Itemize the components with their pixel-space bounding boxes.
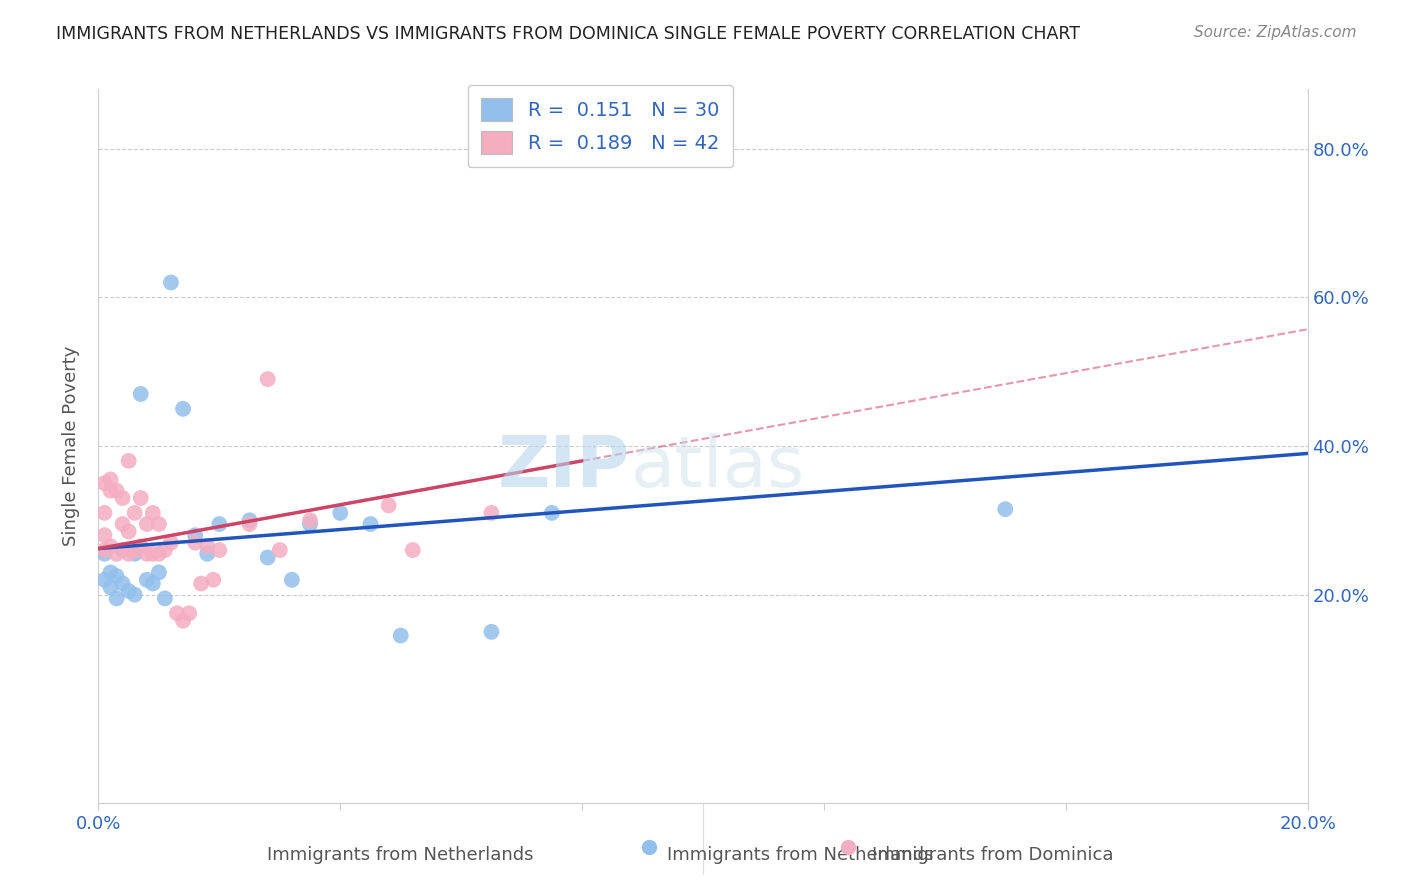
Point	[402, 543, 425, 558]
Point	[93, 547, 115, 561]
Point	[93, 543, 115, 558]
Point	[135, 547, 157, 561]
Point	[208, 543, 231, 558]
Point	[124, 588, 146, 602]
Point	[269, 543, 291, 558]
Y-axis label: Single Female Poverty: Single Female Poverty	[62, 346, 80, 546]
Point	[100, 472, 122, 486]
Point	[190, 576, 212, 591]
Text: Immigrants from Netherlands: Immigrants from Netherlands	[666, 846, 934, 863]
Point	[93, 506, 115, 520]
Point	[105, 569, 128, 583]
Point	[195, 547, 218, 561]
Point	[105, 547, 128, 561]
Point	[389, 628, 412, 642]
Text: IMMIGRANTS FROM NETHERLANDS VS IMMIGRANTS FROM DOMINICA SINGLE FEMALE POVERTY CO: IMMIGRANTS FROM NETHERLANDS VS IMMIGRANT…	[56, 25, 1080, 43]
Point	[129, 387, 152, 401]
Point	[124, 547, 146, 561]
Point	[256, 372, 278, 386]
Point	[179, 607, 201, 621]
Point	[239, 516, 262, 531]
Point	[540, 506, 562, 520]
Point	[148, 547, 170, 561]
Point	[481, 624, 503, 639]
Point	[118, 454, 141, 468]
Point	[105, 591, 128, 606]
Point	[148, 516, 170, 531]
Text: Immigrants from Netherlands: Immigrants from Netherlands	[267, 846, 534, 863]
Point	[142, 506, 165, 520]
Point	[160, 535, 183, 549]
Point	[481, 506, 503, 520]
Point	[118, 583, 141, 598]
Point	[148, 566, 170, 580]
Point	[100, 483, 122, 498]
Point	[93, 476, 115, 491]
Point	[184, 528, 207, 542]
Point	[129, 491, 152, 505]
Legend: R =  0.151   N = 30, R =  0.189   N = 42: R = 0.151 N = 30, R = 0.189 N = 42	[468, 85, 733, 168]
Point	[172, 614, 194, 628]
Point	[111, 491, 134, 505]
Point	[129, 539, 152, 553]
Point	[142, 547, 165, 561]
Point	[153, 591, 176, 606]
Point	[105, 483, 128, 498]
Point	[239, 513, 262, 527]
Point	[160, 276, 183, 290]
Point	[118, 547, 141, 561]
Point	[118, 524, 141, 539]
Point	[124, 543, 146, 558]
Text: Immigrants from Dominica: Immigrants from Dominica	[872, 846, 1114, 863]
Point	[111, 576, 134, 591]
Point	[135, 573, 157, 587]
Point	[360, 516, 382, 531]
Point	[329, 506, 352, 520]
Point	[299, 516, 322, 531]
Point	[202, 573, 225, 587]
Point	[93, 573, 115, 587]
Point	[93, 528, 115, 542]
Point	[195, 539, 218, 553]
Text: atlas: atlas	[630, 433, 804, 502]
Point	[166, 607, 188, 621]
Point	[111, 543, 134, 558]
Point	[256, 550, 278, 565]
Point	[100, 539, 122, 553]
Point	[281, 573, 304, 587]
Text: ZIP: ZIP	[498, 433, 630, 502]
Point	[172, 401, 194, 416]
Point	[994, 502, 1017, 516]
Point	[111, 516, 134, 531]
Point	[124, 506, 146, 520]
Point	[142, 576, 165, 591]
Point	[184, 535, 207, 549]
Point	[299, 513, 322, 527]
Point	[135, 516, 157, 531]
Point	[377, 499, 399, 513]
Text: Source: ZipAtlas.com: Source: ZipAtlas.com	[1194, 25, 1357, 40]
Point	[208, 516, 231, 531]
Point	[100, 566, 122, 580]
Point	[100, 580, 122, 594]
Point	[153, 543, 176, 558]
